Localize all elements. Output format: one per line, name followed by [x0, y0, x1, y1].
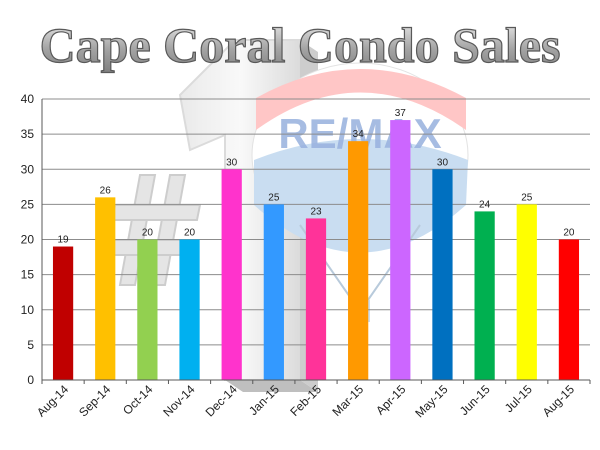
data-label: 30 [437, 157, 449, 168]
axes [41, 99, 591, 384]
data-label: 26 [100, 185, 112, 196]
x-tick-label: Mar-15 [329, 382, 366, 419]
y-tick-label: 35 [21, 127, 35, 141]
bar-jan-15 [263, 204, 284, 380]
bar-apr-15 [390, 120, 411, 380]
data-label: 37 [395, 108, 407, 119]
x-tick-label: Apr-15 [373, 382, 409, 418]
y-tick-label: 15 [21, 268, 35, 282]
y-tick-label: 40 [21, 92, 35, 106]
bar-sep-14 [95, 197, 116, 380]
data-label: 20 [142, 228, 154, 239]
data-label: 25 [268, 192, 280, 203]
bar-nov-14 [179, 239, 200, 380]
data-label: 20 [184, 228, 196, 239]
x-tick-label: Jun-15 [457, 382, 493, 418]
data-label: 20 [563, 228, 575, 239]
data-label: 34 [353, 129, 365, 140]
x-tick-label: Aug-15 [540, 382, 577, 419]
y-tick-label: 5 [27, 338, 34, 352]
bar-aug-15 [558, 239, 580, 380]
bar-mar-15 [348, 141, 369, 380]
data-label: 19 [58, 235, 70, 246]
x-tick-label: Nov-14 [160, 382, 197, 419]
watermark-graphic: RE/MAX [103, 39, 469, 392]
y-tick-label: 20 [21, 233, 35, 247]
data-label: 30 [226, 157, 238, 168]
data-label: 25 [521, 192, 533, 203]
bar-jul-15 [516, 204, 537, 380]
chart-title: Cape Coral Condo Sales [40, 17, 561, 73]
data-label: 23 [310, 206, 322, 217]
x-tick-label: May-15 [412, 382, 450, 420]
bar-feb-15 [305, 218, 327, 380]
bar-aug-14 [52, 246, 74, 380]
bar-oct-14 [137, 239, 158, 380]
x-tick-label: Jul-15 [502, 382, 535, 415]
bar-may-15 [432, 169, 453, 380]
y-tick-label: 0 [27, 373, 34, 387]
data-label: 24 [479, 199, 491, 210]
x-tick-label: Sep-14 [76, 382, 113, 419]
x-tick-label: Dec-14 [203, 382, 240, 419]
y-tick-label: 25 [21, 197, 35, 211]
x-tick-label: Oct-14 [120, 382, 156, 418]
bars [52, 120, 580, 380]
bar-dec-14 [221, 169, 242, 380]
y-tick-label: 30 [21, 162, 35, 176]
x-tick-label: Aug-14 [34, 382, 71, 419]
y-tick-label: 10 [21, 303, 35, 317]
bar-jun-15 [474, 211, 495, 380]
